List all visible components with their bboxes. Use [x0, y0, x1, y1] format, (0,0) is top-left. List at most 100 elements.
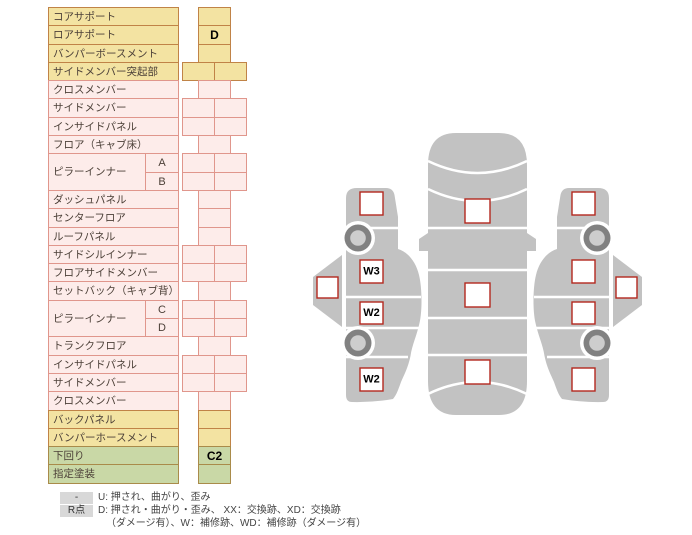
damage-cell[interactable]: [198, 427, 231, 448]
legend: - U: 押され、曲がり、歪み R点 D: 押され・曲がり・歪み、 XX：交換跡…: [60, 492, 366, 531]
damage-mark: W2: [363, 307, 380, 319]
part-row-label: ロアサポート: [48, 25, 179, 45]
part-row-label: サイドメンバー: [48, 372, 179, 393]
part-row-label: クロスメンバー: [48, 80, 179, 100]
table-row: クロスメンバー: [48, 391, 258, 411]
rear-right-wheel-icon: [580, 326, 614, 360]
damage-cell[interactable]: [182, 354, 215, 374]
damage-cell[interactable]: [182, 116, 215, 137]
table-row: フロアサイドメンバー: [48, 263, 258, 283]
part-row-label: 下回り: [48, 446, 179, 466]
legend-key: R点: [60, 505, 93, 517]
front-right-wheel-icon: [580, 221, 614, 255]
legend-text: D: 押され・曲がり・歪み、 XX：交換跡、XD：交換跡: [98, 505, 341, 516]
damage-cell[interactable]: [198, 43, 231, 63]
table-row: サイドシルインナー: [48, 244, 258, 265]
right-mirror: [527, 233, 536, 251]
table-row: コアサポート: [48, 7, 258, 27]
part-row-label: 指定塗装: [48, 464, 179, 484]
table-row: セットバック（キャブ背）: [48, 281, 258, 301]
damage-cell[interactable]: [182, 171, 215, 191]
legend-row: - U: 押され、曲がり、歪み: [60, 492, 366, 504]
damage-square-right-quarter[interactable]: [571, 367, 596, 392]
damage-cell[interactable]: [182, 263, 215, 283]
damage-cell[interactable]: [198, 208, 231, 228]
damage-cell[interactable]: [214, 318, 247, 338]
damage-cell[interactable]: [214, 116, 247, 137]
damage-cell[interactable]: [214, 98, 247, 118]
legend-row: （ダメージ有）、W：補修跡、WD：補修跡（ダメージ有）: [60, 518, 366, 530]
part-row-label: サイドメンバー: [48, 98, 179, 118]
table-row: ピラーインナー C D: [48, 299, 258, 338]
part-row-label: フロアサイドメンバー: [48, 263, 179, 283]
front-left-wheel-icon: [341, 221, 375, 255]
damage-cell[interactable]: [214, 61, 247, 82]
damage-square-left-rear-door[interactable]: [359, 301, 384, 325]
part-row-label: セットバック（キャブ背）: [48, 281, 179, 301]
damage-cell[interactable]: [198, 7, 231, 27]
damage-cell[interactable]: [182, 318, 215, 338]
table-row: インサイドパネル: [48, 116, 258, 137]
damage-cell[interactable]: [214, 244, 247, 265]
damage-square-trunk[interactable]: [464, 359, 491, 385]
damage-square-right-roof-side[interactable]: [615, 276, 638, 299]
part-row-label: クロスメンバー: [48, 391, 179, 411]
damage-cell[interactable]: [198, 226, 231, 246]
damage-cell[interactable]: [198, 409, 231, 429]
part-row-label: インサイドパネル: [48, 116, 179, 137]
damage-square-right-rear-door[interactable]: [571, 301, 596, 325]
damage-cell[interactable]: [198, 80, 231, 100]
damage-cell[interactable]: [214, 354, 247, 374]
part-row-label: バックパネル: [48, 409, 179, 429]
part-row-label: トランクフロア: [48, 336, 179, 356]
damage-mark: W3: [363, 266, 380, 278]
rear-left-wheel-icon: [341, 326, 375, 360]
part-row-label: インサイドパネル: [48, 354, 179, 374]
part-row-label: バンパーホースメント: [48, 427, 179, 448]
damage-cell[interactable]: [182, 299, 215, 320]
table-row: ロアサポート D: [48, 25, 258, 45]
table-row: 指定塗装: [48, 464, 258, 484]
damage-square-left-front-door[interactable]: [359, 259, 384, 284]
damage-square-hood[interactable]: [464, 198, 491, 224]
damage-cell[interactable]: [214, 171, 247, 191]
damage-cell[interactable]: [198, 189, 231, 210]
part-row-label: サイドメンバー突起部: [48, 61, 179, 82]
part-row-label: ピラーインナー: [48, 153, 146, 191]
part-row-label: センターフロア: [48, 208, 179, 228]
part-sub-label: B: [145, 171, 179, 191]
part-sub-label: A: [145, 153, 179, 173]
legend-text: U: 押され、曲がり、歪み: [98, 492, 211, 503]
damage-cell[interactable]: [198, 391, 231, 411]
damage-square-left-fender[interactable]: [359, 191, 384, 216]
damage-cell[interactable]: C2: [198, 446, 231, 466]
damage-mark: W2: [363, 374, 380, 386]
damage-square-left-roof-side[interactable]: [316, 276, 339, 299]
damage-cell[interactable]: [214, 299, 247, 320]
damage-square-right-front-door[interactable]: [571, 259, 596, 284]
damage-square-left-quarter[interactable]: [359, 367, 384, 392]
damage-cell[interactable]: [182, 61, 215, 82]
part-row-label: ダッシュパネル: [48, 189, 179, 210]
damage-cell[interactable]: [214, 372, 247, 393]
damage-cell[interactable]: [182, 153, 215, 173]
table-row: ピラーインナー A B: [48, 153, 258, 191]
damage-cell[interactable]: [198, 281, 231, 301]
damage-square-roof[interactable]: [464, 282, 491, 308]
part-row-label: ルーフパネル: [48, 226, 179, 246]
table-row: サイドメンバー突起部: [48, 61, 258, 82]
part-sub-label: C: [145, 299, 179, 320]
damage-cell[interactable]: [182, 98, 215, 118]
damage-cell[interactable]: [182, 244, 215, 265]
damage-cell[interactable]: [198, 464, 231, 484]
damage-cell[interactable]: [214, 263, 247, 283]
damage-cell[interactable]: [182, 372, 215, 393]
part-row-label: バンパーボースメント: [48, 43, 179, 63]
damage-cell[interactable]: [214, 153, 247, 173]
damage-cell[interactable]: [198, 336, 231, 356]
damage-square-right-fender[interactable]: [571, 191, 596, 216]
damage-cell[interactable]: D: [198, 25, 231, 45]
damage-cell[interactable]: [198, 135, 231, 155]
parts-table: コアサポート ロアサポート D バンパーボースメント サイドメンバー突起部 クロスメンバー…: [48, 7, 258, 484]
